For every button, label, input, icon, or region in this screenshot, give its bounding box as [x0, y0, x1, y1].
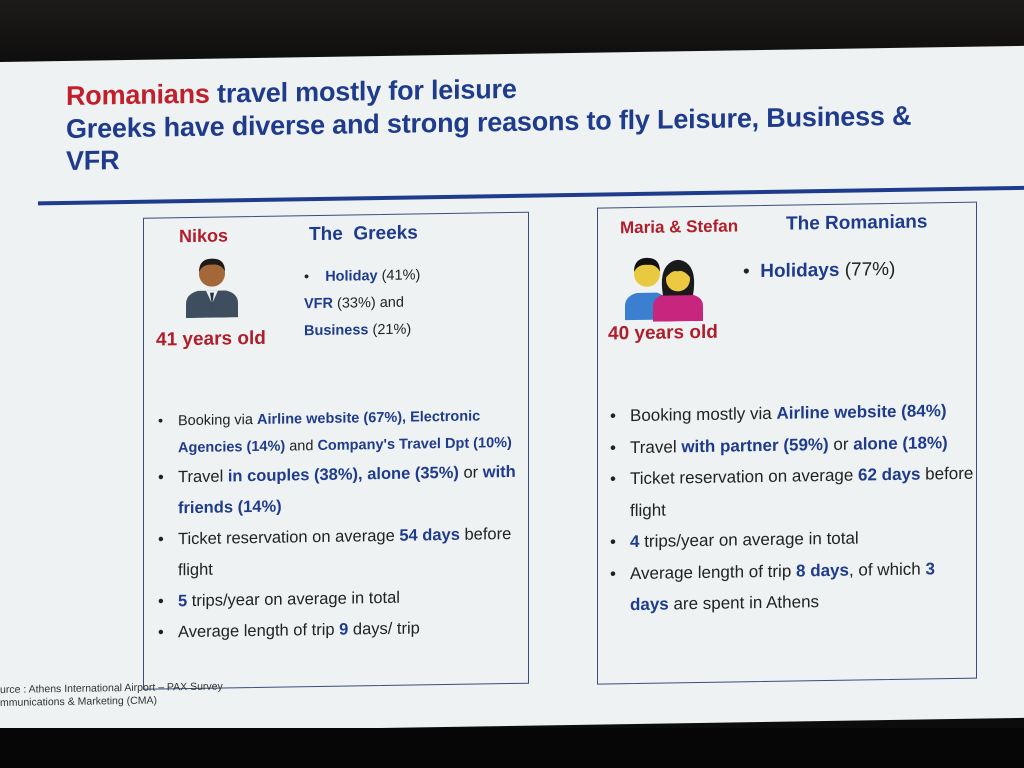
source-line: mmunications & Marketing (CMA) [0, 694, 157, 709]
greeks-panel: Nikos The Greeks 41 years old • Holiday … [143, 211, 529, 690]
reason-business: Business (21%) [304, 316, 420, 345]
bullet-dot: • [743, 261, 761, 283]
title-highlight: Romanians [66, 78, 210, 111]
group-name: The Romanians [786, 211, 928, 235]
persona-name: Maria & Stefan [620, 216, 739, 238]
projection-bottom-band [0, 728, 1024, 768]
presentation-slide: Romanians travel mostly for leisure Gree… [0, 45, 1024, 735]
bullet-dot: • [304, 268, 326, 286]
slide-title-line2: Greeks have diverse and strong reasons t… [66, 100, 912, 176]
reason-value: (41%) [377, 267, 421, 285]
list-item: Ticket reservation on average 62 days be… [604, 458, 974, 527]
reason-value: (77%) [839, 258, 896, 281]
travel-reasons: • Holiday (41%) VFR (33%) and Business (… [304, 262, 420, 345]
persona-name: Nikos [179, 225, 229, 247]
persona-age: 40 years old [608, 321, 718, 345]
man-avatar-icon [182, 253, 242, 323]
reason-value: (33%) and [333, 294, 404, 312]
list-item: Booking via Airline website (67%), Elect… [152, 403, 527, 463]
reason-holiday: • Holiday (41%) [304, 262, 420, 291]
title-line1-rest: travel mostly for leisure [209, 73, 517, 109]
reason-value: (21%) [368, 321, 412, 339]
list-item: Average length of trip 8 days, of which … [604, 552, 974, 621]
romanians-facts-list: Booking mostly via Airline website (84%)… [604, 395, 974, 621]
list-item: Travel in couples (38%), alone (35%) or … [152, 457, 527, 525]
reason-label: Holiday [325, 268, 378, 285]
travel-reason: • Holidays (77%) [743, 259, 895, 283]
romanians-panel: Maria & Stefan The Romanians 40 years ol… [597, 201, 977, 685]
reason-label: VFR [304, 295, 333, 313]
list-item: Average length of trip 9 days/ trip [152, 612, 527, 649]
reason-label: Holidays [760, 259, 840, 283]
persona-age: 41 years old [156, 327, 266, 351]
reason-label: Business [304, 322, 369, 340]
list-item: Ticket reservation on average 54 days be… [152, 519, 527, 587]
greeks-facts-list: Booking via Airline website (67%), Elect… [152, 403, 527, 649]
couple-avatar-icon [623, 249, 709, 327]
source-footnote: urce : Athens International Airport – PA… [0, 681, 223, 710]
reason-vfr: VFR (33%) and [304, 289, 420, 318]
group-name: The Greeks [309, 222, 418, 246]
